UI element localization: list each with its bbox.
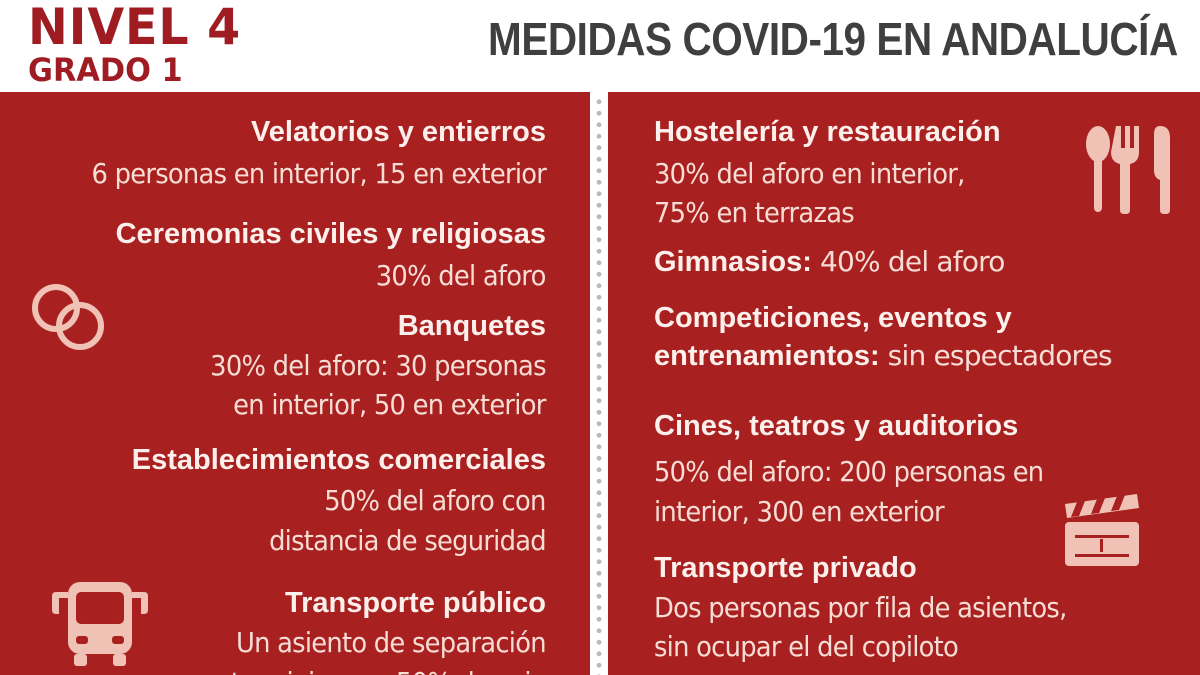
item-text-cines-2: interior, 300 en exterior	[654, 495, 945, 528]
item-title-comercios: Establecimientos comerciales	[131, 444, 546, 476]
item-title-banquetes: Banquetes	[397, 310, 546, 342]
item-text-hosteleria-1: 30% del aforo en interior,	[654, 157, 965, 190]
cutlery-icon	[1084, 124, 1174, 214]
competiciones-value: sin espectadores	[887, 339, 1113, 372]
item-title-cines: Cines, teatros y auditorios	[654, 410, 1019, 442]
right-panel: Hostelería y restauración 30% del aforo …	[608, 92, 1200, 675]
item-text-banquetes-1: 30% del aforo: 30 personas	[210, 349, 546, 382]
clapperboard-icon	[1063, 494, 1143, 566]
item-title-velatorios: Velatorios y entierros	[251, 116, 546, 148]
page-title: MEDIDAS COVID-19 EN ANDALUCÍA	[488, 13, 1178, 65]
left-panel: Velatorios y entierros 6 personas en int…	[0, 92, 590, 675]
item-text-comercios-1: 50% del aforo con	[324, 484, 547, 517]
item-title-transporte-privado: Transporte privado	[654, 552, 917, 584]
item-text-comercios-2: distancia de seguridad	[269, 524, 547, 557]
gimnasios-value: 40% del aforo	[820, 245, 1005, 278]
item-text-hosteleria-2: 75% en terrazas	[654, 196, 855, 229]
item-text-ceremonias: 30% del aforo	[376, 259, 547, 292]
header: NIVEL 4 GRADO 1 MEDIDAS COVID-19 EN ANDA…	[0, 0, 1200, 92]
competiciones-label: entrenamientos:	[654, 340, 880, 372]
gimnasios-label: Gimnasios:	[654, 246, 812, 278]
item-text-cines-1: 50% del aforo: 200 personas en	[654, 455, 1044, 488]
dotted-line	[596, 96, 602, 675]
grade-label: GRADO 1	[28, 51, 183, 89]
level-label: NIVEL 4	[28, 0, 242, 56]
item-title-competiciones-2: entrenamientos: sin espectadores	[654, 339, 1113, 373]
bus-icon	[52, 578, 148, 668]
item-text-transporte-privado-1: Dos personas por fila de asientos,	[654, 591, 1067, 624]
wedding-rings-icon	[26, 276, 112, 356]
item-title-gimnasios: Gimnasios: 40% del aforo	[654, 245, 1005, 279]
item-text-transporte-privado-2: sin ocupar el del copiloto	[654, 630, 959, 663]
alert-level: NIVEL 4 GRADO 1	[28, 2, 252, 86]
item-title-competiciones-1: Competiciones, eventos y	[654, 302, 1012, 334]
item-text-transporte-publico-2: entre viajeros y 50% de asie	[200, 666, 547, 675]
item-text-velatorios: 6 personas en interior, 15 en exterior	[91, 157, 546, 190]
item-title-hosteleria: Hostelería y restauración	[654, 116, 1001, 148]
item-text-banquetes-2: en interior, 50 en exterior	[233, 388, 547, 421]
item-title-transporte-publico: Transporte público	[284, 587, 546, 619]
column-divider	[590, 92, 608, 675]
item-title-ceremonias: Ceremonias civiles y religiosas	[115, 218, 546, 250]
item-text-transporte-publico-1: Un asiento de separación	[236, 626, 547, 659]
